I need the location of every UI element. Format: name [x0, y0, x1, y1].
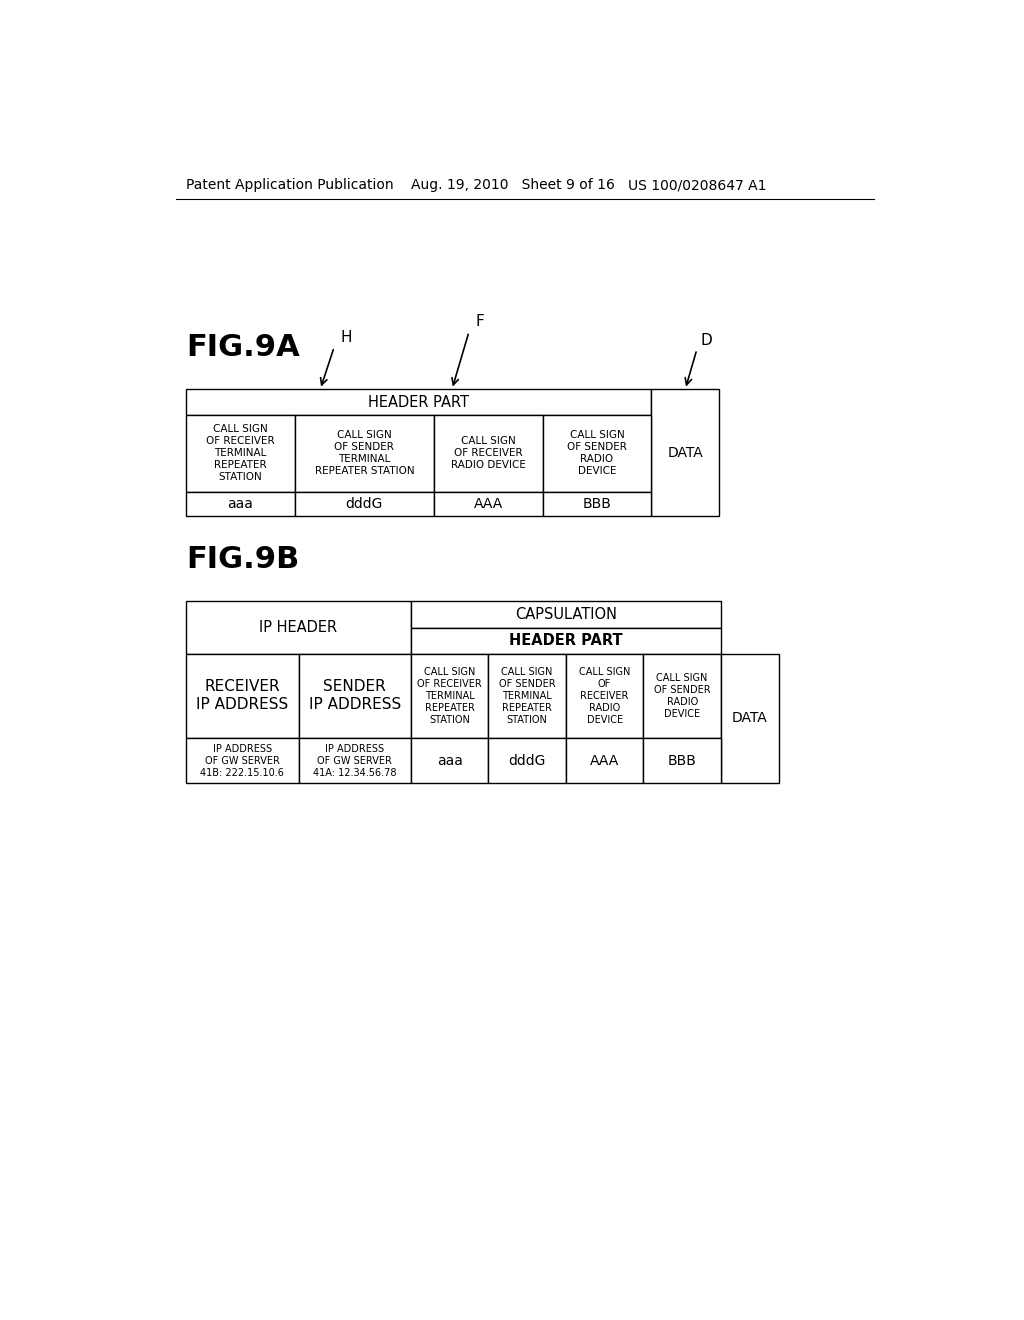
Text: Patent Application Publication: Patent Application Publication: [186, 178, 394, 193]
Text: DATA: DATA: [732, 711, 768, 725]
Text: SENDER
IP ADDRESS: SENDER IP ADDRESS: [308, 680, 400, 713]
Bar: [643, 653, 721, 738]
Text: BBB: BBB: [668, 754, 696, 767]
Bar: [186, 601, 411, 653]
Text: CAPSULATION: CAPSULATION: [515, 607, 616, 622]
Bar: [299, 653, 411, 738]
Bar: [566, 653, 643, 738]
Text: Aug. 19, 2010   Sheet 9 of 16: Aug. 19, 2010 Sheet 9 of 16: [411, 178, 614, 193]
Text: CALL SIGN
OF SENDER
RADIO
DEVICE: CALL SIGN OF SENDER RADIO DEVICE: [567, 430, 627, 477]
Text: DATA: DATA: [668, 446, 703, 459]
Bar: [566, 738, 643, 783]
Bar: [186, 389, 651, 414]
Text: CALL SIGN
OF
RECEIVER
RADIO
DEVICE: CALL SIGN OF RECEIVER RADIO DEVICE: [579, 667, 631, 725]
Bar: [411, 628, 721, 653]
Text: D: D: [700, 333, 713, 348]
Text: IP ADDRESS
OF GW SERVER
41B: 222.15.10.6: IP ADDRESS OF GW SERVER 41B: 222.15.10.6: [201, 743, 285, 777]
Text: CALL SIGN
OF SENDER
TERMINAL
REPEATER STATION: CALL SIGN OF SENDER TERMINAL REPEATER ST…: [314, 430, 414, 477]
Text: F: F: [475, 314, 484, 330]
Bar: [411, 601, 721, 628]
Text: FIG.9B: FIG.9B: [186, 545, 299, 574]
Text: IP HEADER: IP HEADER: [259, 620, 338, 635]
Text: RECEIVER
IP ADDRESS: RECEIVER IP ADDRESS: [197, 680, 289, 713]
Bar: [295, 492, 434, 516]
Bar: [411, 738, 488, 783]
Bar: [543, 492, 651, 516]
Bar: [411, 653, 488, 738]
Text: CALL SIGN
OF RECEIVER
TERMINAL
REPEATER
STATION: CALL SIGN OF RECEIVER TERMINAL REPEATER …: [417, 667, 482, 725]
Text: H: H: [340, 330, 352, 345]
Bar: [721, 653, 779, 783]
Text: HEADER PART: HEADER PART: [509, 634, 623, 648]
Text: BBB: BBB: [583, 498, 611, 511]
Text: CALL SIGN
OF SENDER
RADIO
DEVICE: CALL SIGN OF SENDER RADIO DEVICE: [653, 673, 711, 719]
Bar: [488, 738, 566, 783]
Bar: [186, 414, 295, 492]
Bar: [434, 414, 543, 492]
Text: aaa: aaa: [436, 754, 463, 767]
Bar: [488, 653, 566, 738]
Text: FIG.9A: FIG.9A: [186, 334, 300, 363]
Text: HEADER PART: HEADER PART: [368, 395, 469, 409]
Text: CALL SIGN
OF RECEIVER
RADIO DEVICE: CALL SIGN OF RECEIVER RADIO DEVICE: [451, 437, 525, 470]
Bar: [186, 738, 299, 783]
Text: CALL SIGN
OF RECEIVER
TERMINAL
REPEATER
STATION: CALL SIGN OF RECEIVER TERMINAL REPEATER …: [206, 424, 274, 482]
Text: CALL SIGN
OF SENDER
TERMINAL
REPEATER
STATION: CALL SIGN OF SENDER TERMINAL REPEATER ST…: [499, 667, 555, 725]
Text: US 100/0208647 A1: US 100/0208647 A1: [628, 178, 766, 193]
Bar: [295, 414, 434, 492]
Bar: [186, 492, 295, 516]
Text: dddG: dddG: [346, 498, 383, 511]
Text: dddG: dddG: [509, 754, 546, 767]
Text: AAA: AAA: [474, 498, 503, 511]
Bar: [643, 738, 721, 783]
Text: IP ADDRESS
OF GW SERVER
41A: 12.34.56.78: IP ADDRESS OF GW SERVER 41A: 12.34.56.78: [313, 743, 396, 777]
Text: aaa: aaa: [227, 498, 253, 511]
Bar: [543, 414, 651, 492]
Bar: [299, 738, 411, 783]
Text: AAA: AAA: [590, 754, 620, 767]
Bar: [651, 389, 719, 516]
Bar: [186, 653, 299, 738]
Bar: [434, 492, 543, 516]
